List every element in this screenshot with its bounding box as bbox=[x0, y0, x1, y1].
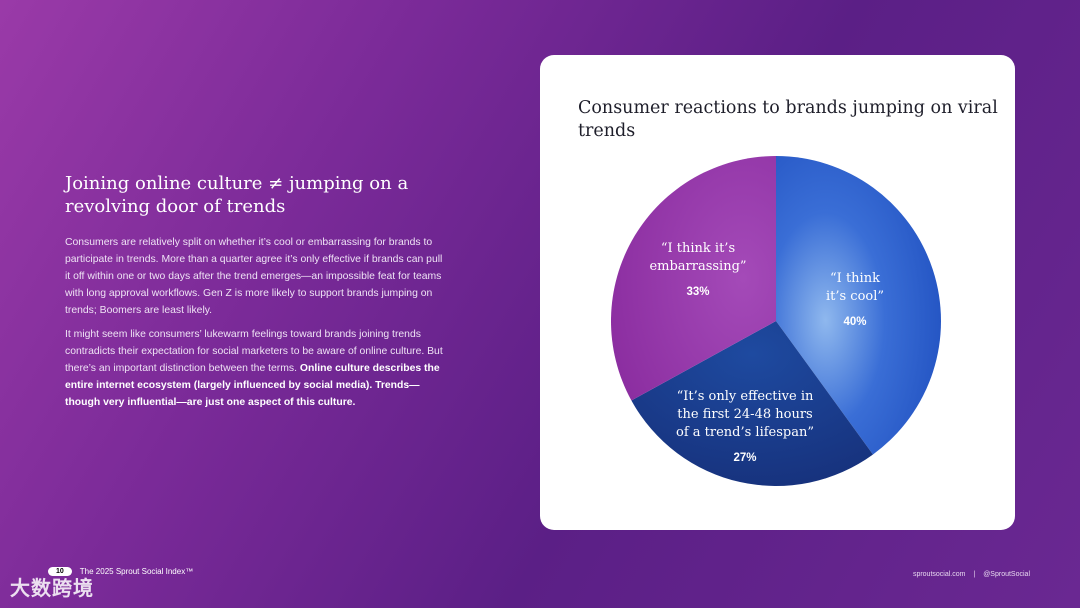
pie-chart: “I think it’s cool” 40% “It’s only effectiv… bbox=[611, 156, 941, 486]
watermark-logo: 大数跨境 bbox=[10, 578, 94, 600]
chart-card: Consumer reactions to brands jumping on … bbox=[540, 55, 1015, 530]
slice-label-2: “It’s only effective in the first 24-48 h… bbox=[676, 389, 814, 440]
slice-label-3: “I think it’s embarrassing” bbox=[649, 241, 746, 274]
paragraph-2-text: It might seem like consumers’ lukewarm f… bbox=[65, 329, 443, 374]
slice-value-3: 33% bbox=[686, 286, 709, 298]
footer-site-link[interactable]: sproutsocial.com bbox=[912, 571, 966, 578]
slice-value-2: 27% bbox=[733, 452, 756, 464]
slice-value-1: 40% bbox=[843, 316, 866, 328]
paragraph-1: Consumers are relatively split on whethe… bbox=[65, 237, 443, 316]
paragraph-2-bold: Online culture describes the entire inte… bbox=[65, 363, 440, 408]
footer-handle-link[interactable]: @SproutSocial bbox=[983, 571, 1030, 578]
footer-separator: | bbox=[973, 571, 976, 578]
page-number-badge: 10 bbox=[48, 567, 72, 576]
paragraph-2: It might seem like consumers’ lukewarm f… bbox=[65, 326, 450, 411]
chart-title: Consumer reactions to brands jumping on … bbox=[578, 98, 998, 141]
pie-slice-1 bbox=[776, 156, 941, 455]
footer-left: 10 The 2025 Sprout Social Index™ bbox=[48, 567, 193, 576]
slice-label-1: “I think it’s cool” bbox=[826, 271, 884, 304]
footer-right: sproutsocial.com | @SproutSocial bbox=[913, 571, 1030, 578]
intro-section: Joining online culture ≠ jumping on a re… bbox=[65, 172, 450, 418]
section-heading: Joining online culture ≠ jumping on a re… bbox=[65, 173, 409, 217]
pie-slice-2 bbox=[631, 321, 873, 486]
report-title: The 2025 Sprout Social Index™ bbox=[79, 567, 194, 576]
pie-slice-3 bbox=[611, 156, 776, 401]
